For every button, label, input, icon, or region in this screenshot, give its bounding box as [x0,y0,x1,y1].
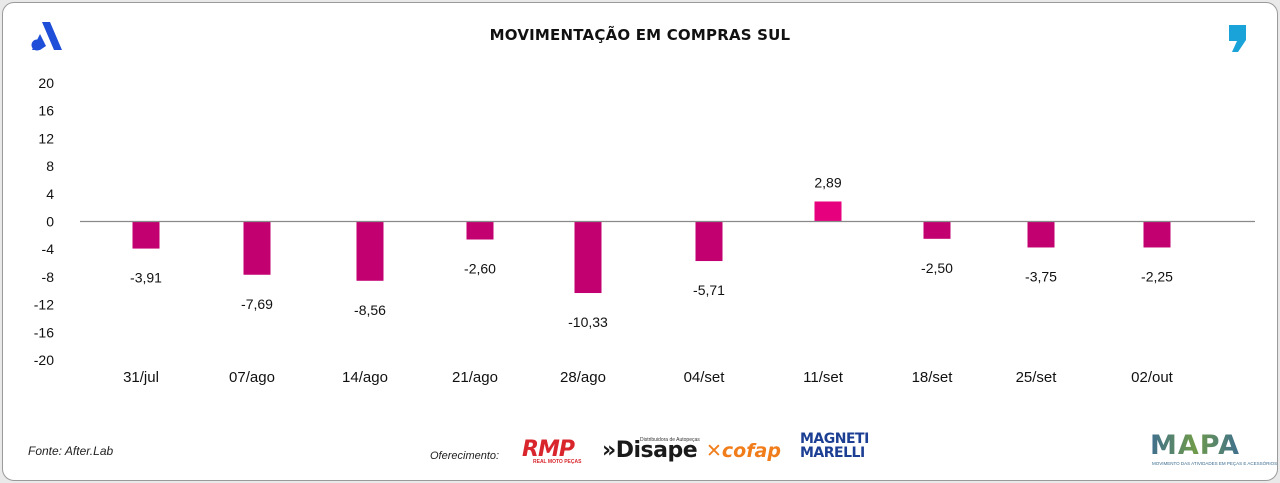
x-tick-label: 07/ago [229,369,275,386]
chart-title: MOVIMENTAÇÃO EM COMPRAS SUL [489,26,791,44]
comma-logo-icon [1226,22,1252,59]
x-tick-label: 28/ago [560,369,606,386]
mapa-logo: MAPA [1150,430,1240,461]
data-label: -8,56 [354,302,386,318]
x-tick-label: 02/out [1131,369,1174,386]
data-label: -2,60 [464,261,496,277]
bar [466,221,494,240]
y-tick-label: -20 [34,352,54,368]
data-label: -7,69 [241,296,273,312]
disape-logo-subtitle: Distribuidora de Autopeças [640,437,700,443]
data-label: -2,50 [921,260,953,276]
y-tick-label: 12 [38,130,54,146]
bar [1143,221,1171,248]
magneti-logo-line-1: MAGNETI [800,431,869,447]
rmp-logo: RMP [522,437,575,462]
y-tick-label: 20 [38,75,54,91]
bar [574,221,602,294]
cofap-mark-icon: ✕ [706,440,722,462]
bar [243,221,271,275]
bar [1027,221,1055,248]
bar [814,201,842,222]
x-tick-label: 18/set [912,369,954,386]
data-label: 2,89 [814,174,841,190]
y-tick-label: -8 [42,269,55,285]
bar [356,221,384,281]
y-tick-label: 4 [46,186,54,202]
data-label: -5,71 [693,282,725,298]
mapa-logo-subtitle: MOVIMENTO DAS ATIVIDADES EM PEÇAS E ACES… [1152,461,1278,466]
x-tick-label: 25/set [1016,369,1058,386]
bar [132,221,160,249]
x-tick-label: 21/ago [452,369,498,386]
bar [695,221,723,262]
cofap-logo-text: cofap [721,440,781,462]
x-tick-label: 11/set [803,369,844,386]
rmp-logo-subtitle: REAL MOTO PEÇAS [533,459,582,465]
disape-logo: »Disape [602,438,698,463]
y-tick-label: 8 [46,158,54,174]
data-label: -2,25 [1141,268,1173,284]
x-tick-label: 04/set [684,369,726,386]
bar [923,221,951,239]
cofap-logo: ✕cofap [706,440,781,462]
x-tick-label: 31/jul [123,369,159,386]
x-tick-label: 14/ago [342,369,388,386]
mapa-logo-text: MAPA [1150,430,1240,461]
magneti-logo-line-2: MARELLI [800,445,865,461]
data-label: -10,33 [568,314,608,330]
data-label: -3,75 [1025,268,1057,284]
offer-label: Oferecimento: [430,450,500,462]
y-tick-label: -16 [34,324,54,340]
a-logo-icon [28,20,64,59]
y-tick-label: -4 [42,241,55,257]
y-tick-label: 16 [38,103,54,119]
source-note: Fonte: After.Lab [28,444,114,458]
data-label: -3,91 [130,270,162,286]
magneti-marelli-logo: MAGNETI MARELLI [800,432,869,460]
y-tick-label: 0 [46,214,54,230]
y-tick-label: -12 [34,297,54,313]
